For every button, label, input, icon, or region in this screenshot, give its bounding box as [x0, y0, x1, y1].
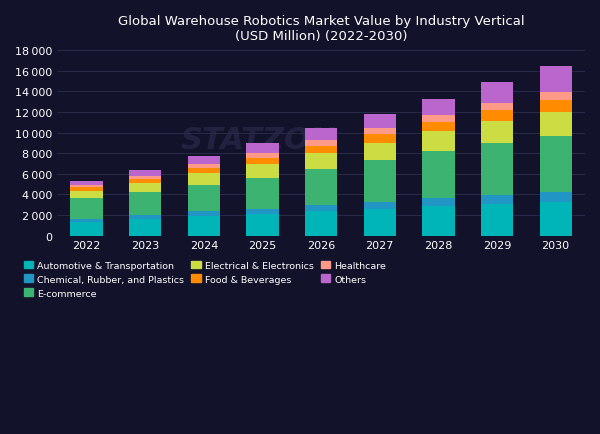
Bar: [539, 101, 572, 112]
Bar: [422, 152, 455, 199]
Text: STATZON: STATZON: [180, 125, 335, 154]
Bar: [247, 209, 278, 214]
Bar: [188, 164, 220, 168]
Bar: [481, 204, 513, 236]
Bar: [70, 199, 103, 219]
Bar: [481, 103, 513, 111]
Bar: [539, 112, 572, 137]
Bar: [539, 202, 572, 236]
Bar: [129, 184, 161, 193]
Bar: [481, 111, 513, 122]
Bar: [422, 207, 455, 236]
Bar: [129, 179, 161, 184]
Bar: [539, 137, 572, 193]
Bar: [539, 66, 572, 92]
Bar: [247, 158, 278, 165]
Bar: [305, 129, 337, 141]
Bar: [364, 115, 396, 128]
Bar: [129, 176, 161, 179]
Bar: [188, 217, 220, 236]
Bar: [422, 100, 455, 116]
Bar: [422, 132, 455, 152]
Bar: [129, 193, 161, 216]
Bar: [422, 116, 455, 123]
Bar: [70, 219, 103, 222]
Bar: [305, 212, 337, 236]
Bar: [305, 206, 337, 212]
Bar: [364, 135, 396, 143]
Bar: [188, 168, 220, 174]
Bar: [364, 128, 396, 135]
Bar: [481, 122, 513, 144]
Bar: [539, 92, 572, 101]
Bar: [129, 220, 161, 236]
Bar: [188, 174, 220, 185]
Bar: [247, 214, 278, 236]
Bar: [422, 123, 455, 132]
Bar: [247, 144, 278, 154]
Bar: [364, 161, 396, 202]
Bar: [539, 193, 572, 202]
Bar: [129, 171, 161, 176]
Bar: [247, 178, 278, 209]
Bar: [422, 199, 455, 207]
Bar: [481, 144, 513, 195]
Bar: [70, 187, 103, 191]
Bar: [305, 169, 337, 206]
Bar: [70, 222, 103, 236]
Bar: [70, 185, 103, 187]
Bar: [364, 143, 396, 161]
Bar: [70, 191, 103, 199]
Bar: [129, 216, 161, 220]
Bar: [247, 165, 278, 178]
Bar: [305, 146, 337, 154]
Bar: [364, 209, 396, 236]
Bar: [481, 83, 513, 103]
Bar: [70, 181, 103, 185]
Bar: [188, 212, 220, 217]
Legend: Automotive & Transportation, Chemical, Rubber, and Plastics, E-commerce, Electri: Automotive & Transportation, Chemical, R…: [20, 257, 390, 302]
Bar: [188, 157, 220, 164]
Bar: [247, 154, 278, 158]
Bar: [481, 195, 513, 204]
Bar: [305, 154, 337, 169]
Bar: [364, 202, 396, 209]
Bar: [305, 141, 337, 146]
Title: Global Warehouse Robotics Market Value by Industry Vertical
(USD Million) (2022-: Global Warehouse Robotics Market Value b…: [118, 15, 524, 43]
Bar: [188, 185, 220, 212]
